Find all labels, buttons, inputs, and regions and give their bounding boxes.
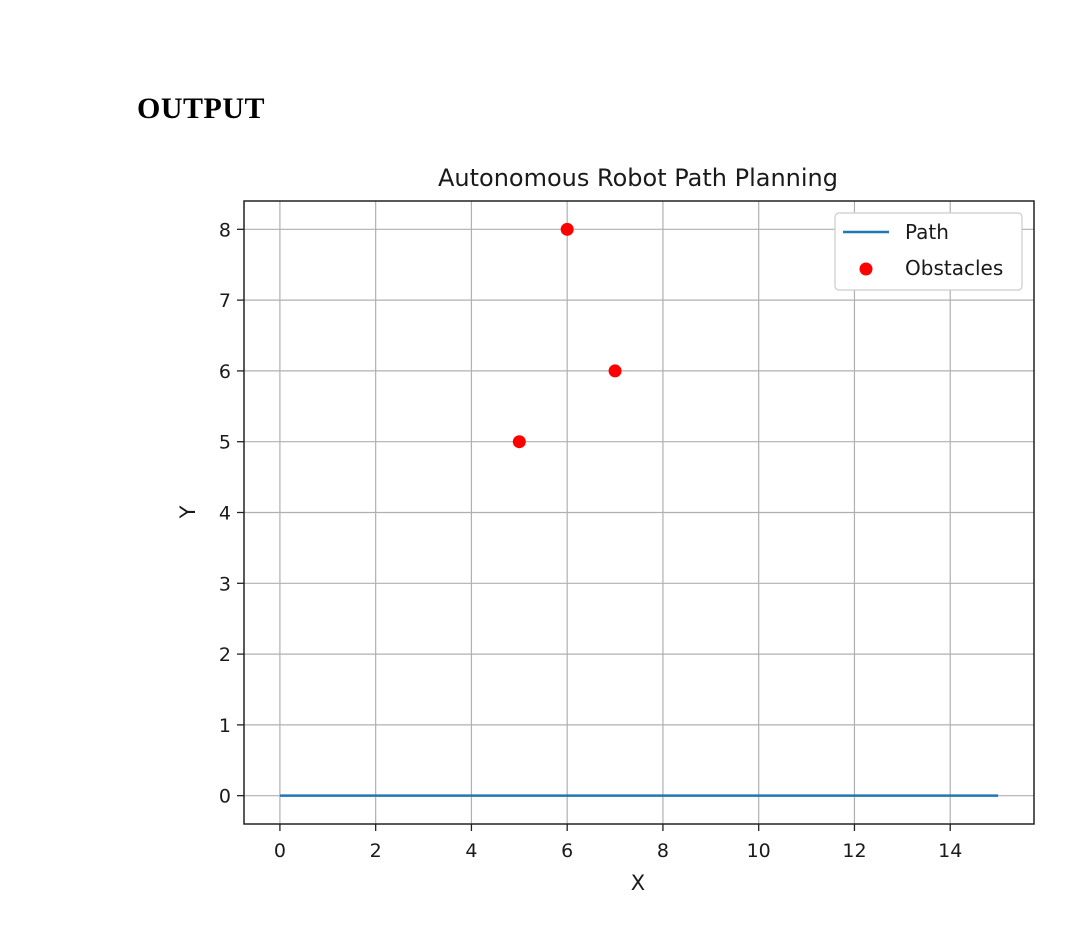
legend-label: Path <box>905 220 949 244</box>
y-tick-label: 8 <box>219 219 231 241</box>
obstacle-point <box>560 222 574 236</box>
obstacle-point <box>512 435 526 449</box>
y-axis-ticks: 0 1 2 3 4 5 6 7 8 <box>219 219 244 808</box>
y-tick-label: 1 <box>219 715 231 737</box>
legend-obstacles-swatch <box>859 262 873 276</box>
x-tick-label: 12 <box>842 840 866 862</box>
y-axis-label: Y <box>176 505 200 519</box>
chart-title: Autonomous Robot Path Planning <box>438 164 838 192</box>
x-tick-label: 0 <box>274 840 286 862</box>
x-tick-label: 4 <box>465 840 477 862</box>
x-tick-label: 8 <box>657 840 669 862</box>
x-axis-label: X <box>631 871 645 895</box>
obstacle-point <box>608 364 622 378</box>
x-tick-label: 2 <box>370 840 382 862</box>
page-heading: OUTPUT <box>137 92 266 125</box>
grid-lines <box>244 201 1034 824</box>
y-tick-label: 5 <box>219 432 231 454</box>
x-tick-label: 6 <box>561 840 573 862</box>
x-tick-label: 10 <box>747 840 771 862</box>
y-tick-label: 0 <box>219 786 231 808</box>
y-tick-label: 4 <box>219 503 231 525</box>
y-tick-label: 3 <box>219 573 231 595</box>
x-tick-label: 14 <box>938 840 962 862</box>
obstacles-series <box>512 222 622 449</box>
legend: Path Obstacles <box>834 212 1023 291</box>
legend-label: Obstacles <box>905 256 1003 280</box>
y-tick-label: 7 <box>219 290 231 312</box>
y-tick-label: 2 <box>219 644 231 666</box>
y-tick-label: 6 <box>219 361 231 383</box>
x-axis-ticks: 0 2 4 6 8 10 12 14 <box>274 824 962 862</box>
